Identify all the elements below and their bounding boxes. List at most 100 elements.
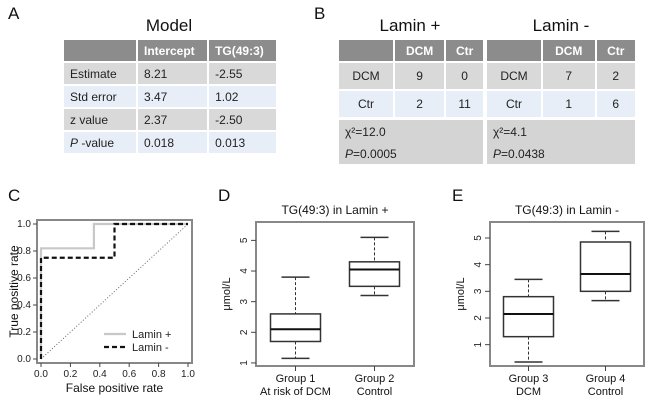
count-cell: 6 xyxy=(596,91,635,117)
group-sublabel: Control xyxy=(588,386,623,398)
box-frame xyxy=(489,221,645,367)
y-tick-label: 4 xyxy=(473,261,484,267)
model-row-label: z value xyxy=(64,109,136,130)
y-tick-label: 5 xyxy=(473,235,484,241)
model-cell: -2.55 xyxy=(209,63,276,84)
y-tick-label: 2 xyxy=(239,329,250,335)
table-corner xyxy=(487,40,541,61)
panel-letter-d: D xyxy=(218,186,231,205)
p-italic: P xyxy=(70,135,79,150)
p-rest: =0.0438 xyxy=(501,147,545,161)
group-sublabel: DCM xyxy=(516,386,541,398)
header-dcm: DCM xyxy=(395,40,445,61)
y-tick-label: 1 xyxy=(473,341,484,347)
p-value-label: P=0.0438 xyxy=(493,147,545,161)
row-label: Ctr xyxy=(339,91,393,117)
panel-letter-e: E xyxy=(452,186,464,205)
lamin-plus-stats: χ²=12.0 P=0.0005 xyxy=(339,120,483,164)
count-cell: 1 xyxy=(543,91,595,117)
y-tick-label: 4 xyxy=(239,268,250,274)
model-row-label: Estimate xyxy=(64,63,136,84)
y-tick-label: 0.2 xyxy=(17,327,31,338)
model-table-corner xyxy=(64,40,136,61)
p-italic: P xyxy=(493,147,502,161)
box-iqr xyxy=(579,241,632,293)
y-tick-label: 1.0 xyxy=(17,219,31,230)
boxplot-e: TG(49:3) in Lamin - 1 2 3 4 5 μmol/L Group 3DCM… xyxy=(455,203,645,398)
panel-letter-b: B xyxy=(314,4,326,23)
model-cell: -2.50 xyxy=(209,109,276,130)
roc-frame xyxy=(36,219,193,364)
lamin-plus-title: Lamin + xyxy=(379,16,441,35)
count-cell: 0 xyxy=(446,63,483,89)
legend-label-1: Lamin + xyxy=(132,329,171,341)
header-ctr: Ctr xyxy=(446,40,483,61)
chart-title: TG(49:3) in Lamin + xyxy=(281,203,388,217)
legend-label-2: Lamin - xyxy=(132,342,169,354)
model-table: Intercept TG(49:3) Estimate 8.21 -2.55 S… xyxy=(62,38,278,155)
model-row-label: P -value xyxy=(64,132,136,153)
group-label: Group 2 xyxy=(355,373,395,385)
lamin-plus-table: DCM Ctr DCM 9 0 Ctr 2 11 xyxy=(337,38,485,119)
y-tick-label: 0.6 xyxy=(17,273,31,284)
lamin-minus-table: DCM Ctr DCM 7 2 Ctr 1 6 xyxy=(485,38,637,119)
group-sublabel: Control xyxy=(357,386,392,398)
p-italic: P xyxy=(345,147,354,161)
p-rest: -value xyxy=(78,135,115,150)
y-tick-label: 0.8 xyxy=(17,246,31,257)
model-cell: 1.02 xyxy=(209,86,276,107)
boxplot-d: TG(49:3) in Lamin + 1 2 3 4 5 μmol/L Group 1At … xyxy=(221,203,415,398)
panel-a-title: Model xyxy=(145,16,193,35)
x-tick-label: 0.0 xyxy=(34,369,48,380)
y-tick-label: 2 xyxy=(473,315,484,321)
model-cell: 0.013 xyxy=(209,132,276,153)
y-axis-label: True positive rate xyxy=(7,245,21,338)
model-header-intercept: Intercept xyxy=(138,40,208,61)
p-value-label: P=0.0005 xyxy=(345,147,397,161)
box-iqr xyxy=(502,295,555,338)
y-tick-label: 3 xyxy=(473,288,484,294)
count-cell: 7 xyxy=(543,63,595,89)
model-cell: 0.018 xyxy=(138,132,208,153)
table-corner xyxy=(339,40,393,61)
y-tick-label: 1 xyxy=(239,360,250,366)
count-cell: 9 xyxy=(395,63,445,89)
y-tick-label: 0.4 xyxy=(17,300,31,311)
row-label: DCM xyxy=(339,63,393,89)
roc-chart: 0.0 0.2 0.4 0.6 0.8 1.0 0.0 0.2 0.4 0.6 0.8 1.0 Fals… xyxy=(7,219,195,395)
y-axis-label: μmol/L xyxy=(221,277,233,310)
roc-series-line-2 xyxy=(39,222,188,359)
x-tick-label: 1.0 xyxy=(181,369,195,380)
x-tick-label: 0.8 xyxy=(152,369,166,380)
box-iqr xyxy=(269,313,322,343)
reference-diagonal xyxy=(40,223,189,360)
box-iqr xyxy=(348,261,401,288)
y-tick-label: 0.0 xyxy=(17,354,31,365)
y-tick-label: 5 xyxy=(239,237,250,243)
count-cell: 2 xyxy=(395,91,445,117)
count-cell: 11 xyxy=(446,91,483,117)
x-tick-label: 0.2 xyxy=(63,369,77,380)
group-label: Group 3 xyxy=(509,373,549,385)
y-axis-label: μmol/L xyxy=(455,277,467,310)
y-tick-label: 3 xyxy=(239,298,250,304)
panel-letter-c: C xyxy=(8,186,21,205)
lamin-minus-title: Lamin - xyxy=(532,16,590,35)
row-label: DCM xyxy=(487,63,541,89)
count-cell: 2 xyxy=(596,63,635,89)
chi-square-label: χ²=4.1 xyxy=(493,125,527,139)
x-axis-label: False positive rate xyxy=(66,381,164,395)
header-dcm: DCM xyxy=(543,40,595,61)
model-cell: 2.37 xyxy=(138,109,208,130)
group-sublabel: At risk of DCM xyxy=(260,386,331,398)
box-frame xyxy=(255,221,415,367)
x-tick-label: 0.4 xyxy=(93,369,107,380)
p-rest: =0.0005 xyxy=(353,147,397,161)
group-label: Group 4 xyxy=(586,373,626,385)
model-cell: 8.21 xyxy=(138,63,208,84)
panel-letter-a: A xyxy=(8,4,20,23)
x-tick-label: 0.6 xyxy=(122,369,136,380)
chi-square-label: χ²=12.0 xyxy=(345,125,386,139)
lamin-minus-stats: χ²=4.1 P=0.0438 xyxy=(487,120,635,164)
header-ctr: Ctr xyxy=(596,40,635,61)
